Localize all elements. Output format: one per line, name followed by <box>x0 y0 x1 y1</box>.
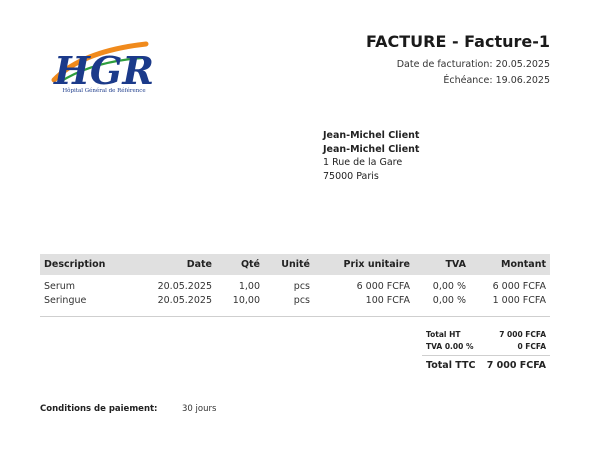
invoice-due-date: Échéance: 19.06.2025 <box>443 75 550 86</box>
recipient-name: Jean-Michel Client <box>323 130 420 141</box>
hgr-logo-icon: HGR <box>51 41 154 90</box>
invoice-date: Date de facturation: 20.05.2025 <box>396 59 550 70</box>
table-header-row: Description Date Qté Unité Prix unitaire… <box>40 254 550 275</box>
logo-caption: Hôpital Général de Référence <box>62 88 146 94</box>
total-tva-label: TVA 0.00 % <box>426 342 474 351</box>
cell-description: Seringue <box>44 294 87 306</box>
cell-tva: 0,00 % <box>432 280 466 292</box>
table-row: Serum 20.05.2025 1,00 pcs 6 000 FCFA 0,0… <box>40 275 550 293</box>
col-amount: Montant <box>470 254 550 275</box>
cell-date: 20.05.2025 <box>157 280 212 292</box>
col-description: Description <box>40 254 140 275</box>
totals-divider <box>422 355 550 356</box>
total-tva-value: 0 FCFA <box>517 342 546 351</box>
col-unit-price: Prix unitaire <box>314 254 414 275</box>
col-date: Date <box>140 254 216 275</box>
cell-amount: 1 000 FCFA <box>492 294 546 306</box>
cell-tva: 0,00 % <box>432 294 466 306</box>
col-unit: Unité <box>264 254 314 275</box>
cell-qty: 1,00 <box>238 280 260 292</box>
table-row: Seringue 20.05.2025 10,00 pcs 100 FCFA 0… <box>40 293 550 307</box>
col-qty: Qté <box>216 254 264 275</box>
col-tva: TVA <box>414 254 470 275</box>
cell-date: 20.05.2025 <box>157 294 212 306</box>
total-ht-value: 7 000 FCFA <box>499 330 546 339</box>
cell-unit-price: 100 FCFA <box>365 294 410 306</box>
logo-letters: HGR <box>53 48 154 90</box>
table-divider <box>40 316 550 317</box>
cell-amount: 6 000 FCFA <box>492 280 546 292</box>
recipient-address: Jean-Michel Client Jean-Michel Client 1 … <box>323 129 419 183</box>
total-ttc-label: Total TTC <box>426 360 476 371</box>
cell-unit: pcs <box>293 280 310 292</box>
cell-description: Serum <box>44 280 76 292</box>
invoice-items-table: Description Date Qté Unité Prix unitaire… <box>40 254 550 307</box>
recipient-street: 1 Rue de la Gare <box>323 157 403 168</box>
payment-terms-label: Conditions de paiement: <box>40 404 158 414</box>
cell-unit-price: 6 000 FCFA <box>356 280 410 292</box>
total-ht-label: Total HT <box>426 330 461 339</box>
cell-qty: 10,00 <box>232 294 260 306</box>
recipient-contact: Jean-Michel Client <box>323 143 420 155</box>
total-ttc-value: 7 000 FCFA <box>486 360 546 371</box>
hospital-logo: HGR Hôpital Général de Référence <box>50 40 158 100</box>
invoice-title: FACTURE - Facture-1 <box>366 32 550 51</box>
payment-terms-value: 30 jours <box>182 404 217 414</box>
cell-unit: pcs <box>293 294 310 306</box>
recipient-city: 75000 Paris <box>323 170 379 182</box>
